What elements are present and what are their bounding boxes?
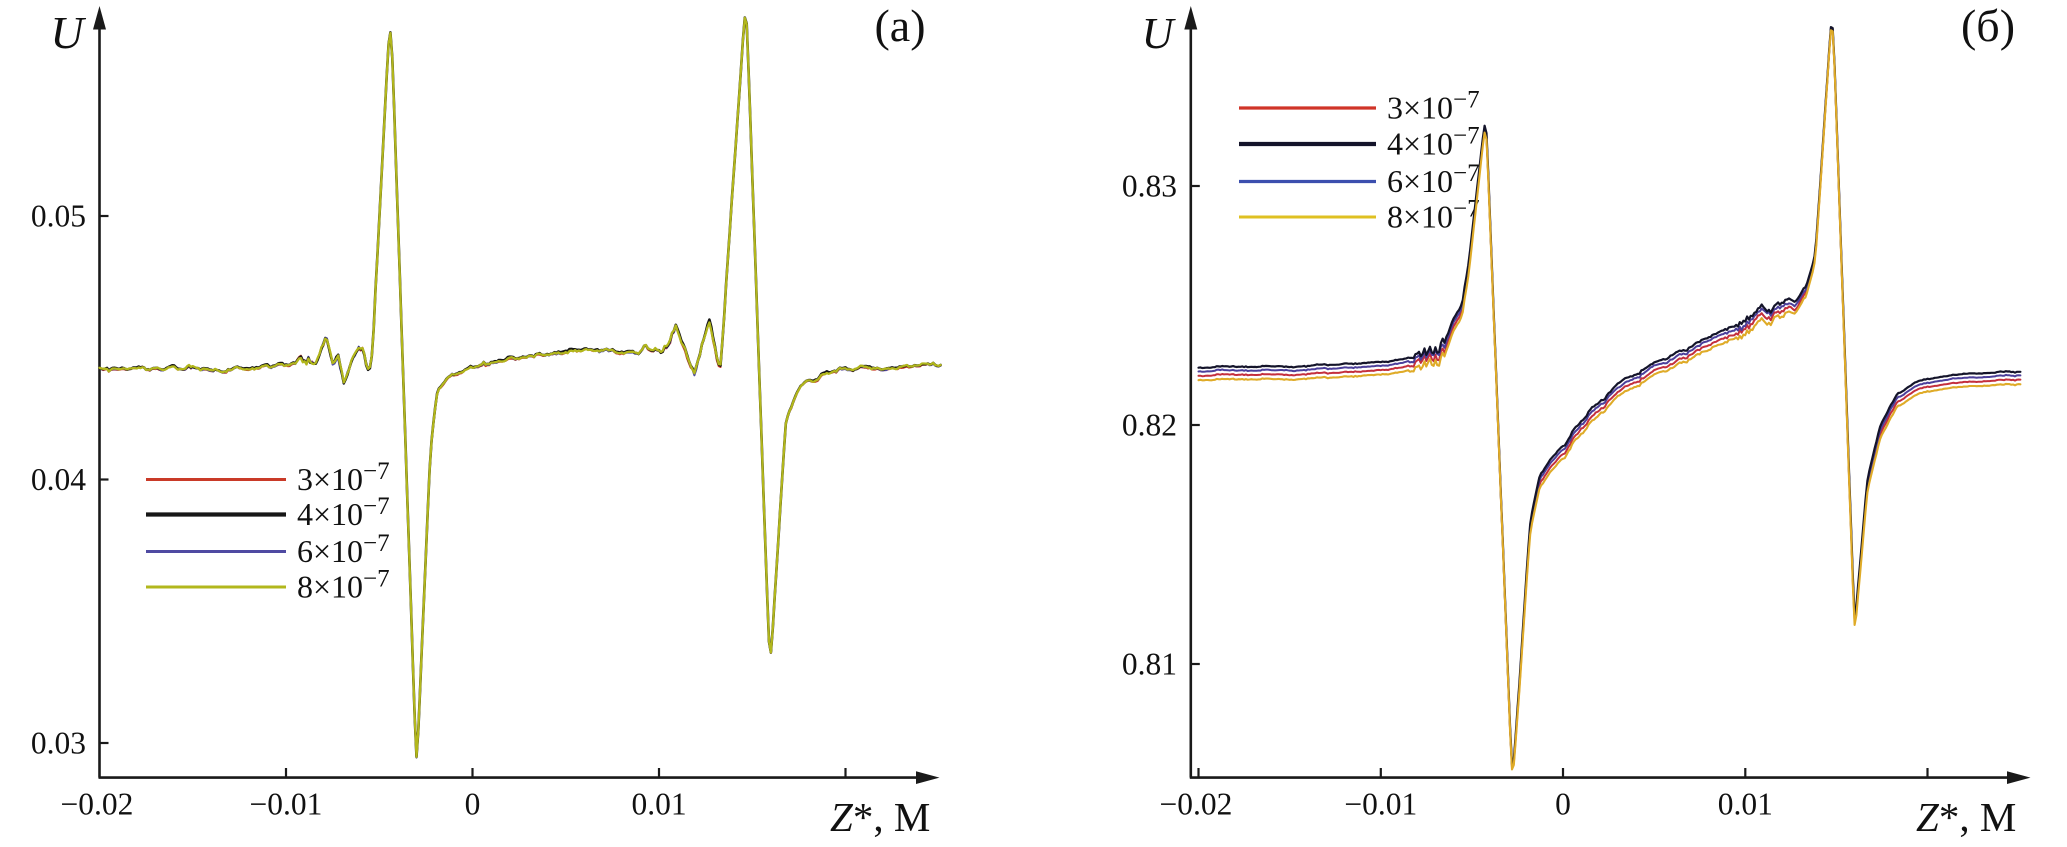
svg-text:−0.02: −0.02 [61,787,134,822]
svg-text:0.81: 0.81 [1122,647,1177,682]
svg-text:0.05: 0.05 [31,199,86,234]
svg-text:U: U [1142,9,1177,58]
svg-text:0.01: 0.01 [1718,787,1773,822]
svg-text:0.82: 0.82 [1122,408,1177,443]
svg-text:−0.01: −0.01 [250,787,323,822]
svg-text:4×10−7: 4×10−7 [297,493,390,532]
svg-text:U: U [50,7,86,58]
svg-text:0: 0 [465,787,481,822]
svg-text:0.83: 0.83 [1122,169,1177,204]
svg-text:0.03: 0.03 [31,726,86,761]
svg-text:−0.02: −0.02 [1160,787,1233,822]
svg-text:0.01: 0.01 [631,787,686,822]
svg-text:Z*, М: Z*, М [830,794,930,840]
svg-text:4×10−7: 4×10−7 [1387,123,1480,162]
svg-text:Z*, М: Z*, М [1916,794,2016,840]
svg-text:0.04: 0.04 [31,462,86,497]
svg-text:−0.01: −0.01 [1344,787,1417,822]
svg-text:(б): (б) [1961,0,2015,51]
svg-text:(а): (а) [874,0,925,51]
svg-text:0: 0 [1555,787,1571,822]
